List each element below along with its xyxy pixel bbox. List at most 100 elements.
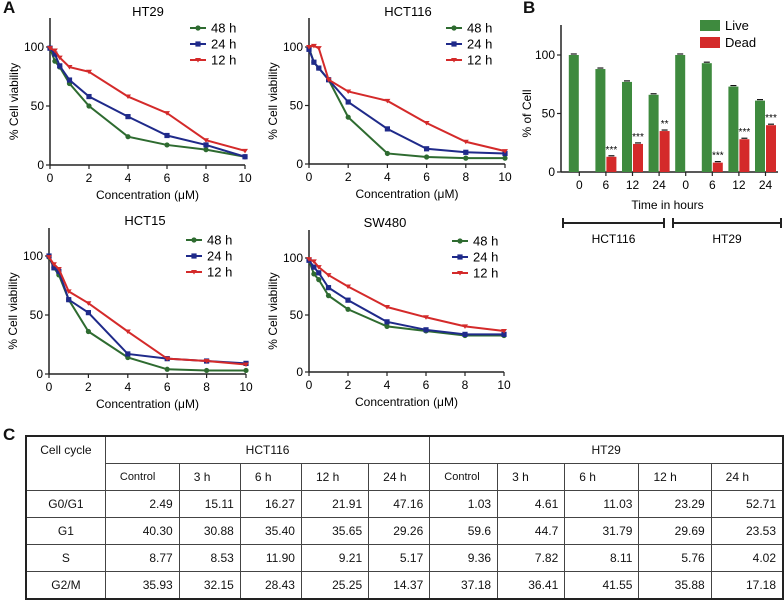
data-point [384, 150, 390, 157]
table-cell: 1.03 [429, 490, 499, 518]
bar-live [675, 55, 686, 172]
x-tick-label: 4 [125, 171, 132, 185]
table-cell: 11.90 [239, 544, 302, 572]
y-axis-label: % Cell viability [266, 272, 280, 349]
table-cell: 32.15 [178, 571, 241, 600]
table-cell: 35.65 [300, 517, 370, 545]
table-cell: 28.43 [239, 571, 302, 600]
data-point [124, 329, 131, 335]
y-axis-label: % Cell viability [7, 63, 21, 140]
y-axis-label: % of Cell [520, 89, 534, 137]
table-column-header: Control [104, 463, 180, 491]
table-row: S 8.77 8.53 11.90 9.21 5.17 9.36 7.82 8.11 5.76 4.… [25, 544, 784, 572]
y-tick-label: 100 [535, 48, 555, 62]
chart-title: HCT116 [384, 4, 431, 19]
data-point [462, 139, 469, 145]
table-column-header: Control [429, 463, 499, 491]
x-tick-label: 6 [423, 170, 430, 184]
table-cell: 17.18 [710, 571, 784, 600]
x-tick-label: 24 [652, 178, 666, 192]
x-tick-label: 0 [306, 170, 313, 184]
data-point [204, 367, 210, 374]
data-point [242, 154, 248, 160]
significance-label: *** [632, 132, 644, 143]
legend-marker [195, 41, 201, 47]
data-point [463, 155, 469, 161]
data-point [462, 331, 468, 337]
x-tick-label: 0 [576, 178, 583, 192]
group-label: HT29 [712, 232, 742, 246]
data-point [501, 328, 507, 334]
x-axis-label: Concentration (μM) [355, 395, 458, 409]
data-point [55, 266, 62, 272]
bar-dead [606, 156, 617, 172]
table-cell: 7.82 [497, 544, 566, 572]
x-tick-label: 6 [603, 178, 610, 192]
table-cell: 9.21 [300, 544, 370, 572]
data-point [243, 367, 249, 374]
data-point [66, 297, 72, 303]
panel-label-a: A [3, 0, 16, 17]
data-point [125, 351, 131, 357]
legend-marker [451, 25, 457, 31]
table-row-label: G1 [25, 517, 106, 545]
data-point [325, 273, 332, 278]
data-point [164, 132, 170, 139]
table-cell: 4.61 [497, 490, 566, 518]
x-tick-label: 8 [462, 170, 469, 184]
data-point [311, 271, 317, 277]
data-point [125, 114, 131, 120]
y-tick-label: 0 [296, 157, 303, 171]
data-point [57, 63, 63, 69]
bar-live [648, 94, 659, 172]
x-tick-label: 2 [85, 380, 92, 394]
y-tick-label: 100 [23, 249, 43, 263]
legend-label: 12 h [207, 265, 232, 280]
y-axis-label: % Cell viability [6, 272, 20, 349]
data-point [85, 310, 91, 316]
legend-label: 24 h [473, 250, 498, 265]
data-point [86, 103, 92, 109]
bar-dead [739, 139, 750, 172]
legend-marker [191, 270, 197, 275]
significance-label: ** [661, 119, 669, 130]
data-point [384, 319, 390, 325]
data-point [164, 366, 170, 372]
y-tick-label: 100 [24, 40, 44, 54]
x-tick-label: 12 [626, 178, 640, 192]
x-axis-label: Time in hours [631, 198, 703, 212]
x-tick-label: 10 [239, 380, 253, 394]
legend-label: 48 h [473, 234, 498, 249]
x-tick-label: 4 [384, 378, 391, 392]
data-point [345, 297, 351, 303]
data-point [345, 306, 351, 312]
data-point [325, 77, 332, 83]
legend-marker [451, 58, 457, 63]
x-tick-label: 0 [46, 380, 53, 394]
data-point [86, 69, 92, 75]
table-cell: 35.88 [638, 571, 712, 600]
x-tick-label: 10 [498, 170, 512, 184]
data-point [345, 284, 351, 289]
x-axis-label: Concentration (μM) [356, 187, 459, 201]
data-point [463, 149, 469, 155]
data-point [423, 121, 430, 126]
table-cell: 41.55 [564, 571, 640, 600]
y-tick-label: 50 [290, 308, 304, 322]
table-cell: 2.49 [104, 490, 180, 518]
table-cell: 5.76 [638, 544, 712, 572]
x-tick-label: 4 [384, 170, 391, 184]
x-tick-label: 0 [682, 178, 689, 192]
table-group-header-row: Cell cycle HCT116 HT29 [25, 435, 784, 491]
data-point [384, 305, 390, 310]
data-point [501, 331, 507, 337]
table-group-ht29: HT29 [429, 435, 784, 464]
data-point [50, 262, 57, 267]
data-point [384, 126, 390, 132]
bar-dead [659, 131, 670, 172]
legend-label: Live [725, 18, 749, 33]
y-tick-label: 0 [548, 165, 555, 179]
y-tick-label: 0 [296, 365, 303, 379]
data-point [424, 146, 430, 152]
group-label: HCT116 [592, 232, 636, 246]
